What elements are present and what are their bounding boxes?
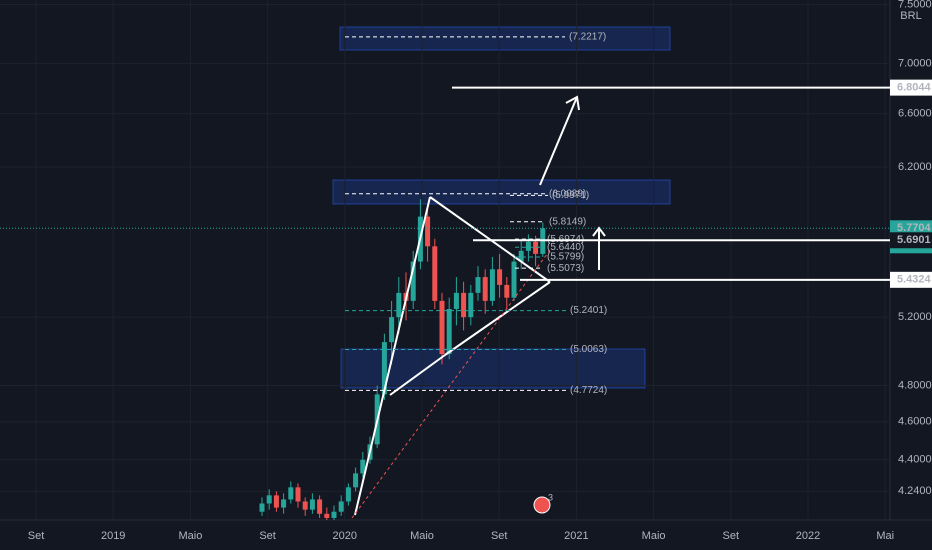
arrow-head	[592, 226, 606, 237]
arrow-head	[565, 95, 580, 111]
level-label: (5.9971)	[552, 190, 589, 201]
candle-body	[468, 292, 474, 318]
candle-body	[389, 317, 395, 343]
candle-body	[533, 241, 539, 254]
candle-body	[425, 216, 431, 247]
events-badge[interactable]: 3	[548, 492, 553, 502]
y-tick-label: 6.6000	[898, 108, 932, 120]
trend-line	[444, 281, 551, 356]
price-label: 5.7704	[897, 222, 932, 234]
x-tick-label: Set	[28, 530, 45, 542]
y-tick-label: 7.0000	[898, 57, 932, 69]
currency: BRL	[900, 10, 921, 22]
price-tag	[890, 232, 932, 249]
candle-body	[432, 246, 438, 301]
drawings	[354, 95, 606, 516]
level-label: (5.6440)	[547, 242, 584, 253]
level-label: (5.2401)	[570, 305, 607, 316]
level-label: (4.7724)	[570, 385, 607, 396]
candle-body	[295, 487, 301, 502]
x-tick-label: Maio	[642, 530, 666, 542]
level-label: (5.5073)	[547, 263, 584, 274]
candle-body	[288, 487, 294, 500]
x-tick-label: Set	[491, 530, 508, 542]
candle-body	[504, 284, 510, 298]
price-label: 5.6901	[897, 234, 931, 246]
y-tick-label: 4.2400	[898, 485, 932, 497]
price-tag	[890, 271, 932, 288]
level-label: (5.8149)	[549, 216, 586, 227]
candle-body	[273, 495, 279, 508]
candle-body	[317, 499, 323, 514]
x-tick-label: 2019	[101, 530, 125, 542]
x-tick-label: Set	[723, 530, 740, 542]
candle-body	[525, 241, 531, 251]
candle-body	[453, 292, 459, 309]
zone-box	[332, 179, 671, 205]
candle-body	[475, 277, 481, 293]
candle-body	[302, 501, 308, 510]
candle-body	[338, 501, 344, 512]
candle-body	[482, 277, 488, 301]
candle-body	[446, 308, 452, 355]
x-tick-label: 2020	[333, 530, 357, 542]
candle-body	[489, 269, 495, 301]
price-label: 5.4324	[897, 274, 932, 286]
candle-body	[410, 261, 416, 301]
y-tick-label: 7.5000	[898, 0, 932, 10]
level-label: (6.0089)	[549, 188, 586, 199]
candle-body	[309, 499, 315, 510]
x-tick-label: 2021	[564, 530, 588, 542]
x-tick-label: 2022	[796, 530, 820, 542]
trend-line	[389, 354, 446, 396]
candle-body	[345, 487, 351, 502]
price-label: 6.8044	[897, 82, 932, 94]
projection-line	[351, 249, 551, 519]
price-tag	[890, 79, 932, 96]
candle-body	[497, 269, 503, 285]
y-tick-label: 4.4000	[898, 454, 932, 466]
candle-body	[518, 250, 524, 262]
candle-body	[439, 300, 445, 355]
level-label: (5.0063)	[570, 344, 607, 355]
candle-body	[266, 495, 272, 504]
zone-box	[339, 26, 671, 51]
arrow	[539, 96, 578, 186]
y-tick-label: 5.2000	[898, 311, 932, 323]
y-tick-label: 4.8000	[898, 379, 932, 391]
level-label: (7.2217)	[569, 31, 606, 42]
x-tick-label: Set	[259, 530, 276, 542]
candle-body	[331, 511, 337, 518]
x-tick-label: Maio	[178, 530, 202, 542]
candle-body	[353, 473, 359, 488]
y-tick-label: 4.6000	[898, 416, 932, 428]
candle-body	[461, 292, 467, 318]
events-icon[interactable]	[533, 496, 551, 514]
x-tick-label: Maio	[410, 530, 434, 542]
candle-body	[511, 261, 517, 298]
candle-body	[259, 503, 265, 512]
level-label: (5.5799)	[547, 252, 584, 263]
candle-body	[381, 342, 387, 395]
candle-body	[281, 499, 287, 508]
candle-body	[360, 459, 366, 474]
candle-body	[396, 292, 402, 318]
candle-body	[324, 513, 330, 518]
y-tick-label: 6.2000	[898, 161, 932, 173]
trend-line	[354, 196, 431, 516]
x-tick-label: Mai	[876, 530, 894, 542]
